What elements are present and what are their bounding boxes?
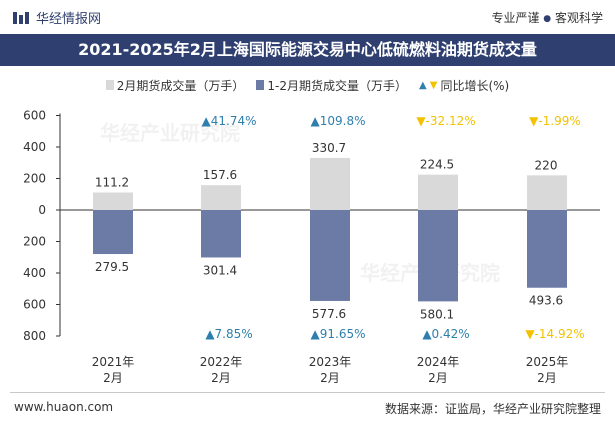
yoy-label-bottom: ▲7.85% (205, 327, 252, 341)
data-label-cumulative: 493.6 (529, 294, 563, 308)
footer-website[interactable]: www.huaon.com (14, 400, 114, 414)
y-tick-label: 800 (23, 329, 46, 343)
bar-monthly (418, 174, 458, 210)
legend-label-yoy: 同比增长(%) (440, 78, 510, 93)
footer-divider (10, 392, 605, 393)
chart-plot: 华经产业研究院华经产业研究院6004002000200400600800111.… (23, 109, 600, 385)
chart-legend: 2月期货成交量（万手） 1-2月期货成交量（万手） ▲ ▼ 同比增长(%) (0, 74, 615, 96)
bar-cumulative (201, 210, 241, 258)
x-tick-label-year: 2025年 (526, 355, 569, 369)
brand[interactable]: 华经情报网 (12, 8, 101, 27)
x-tick-label-month: 2月 (103, 371, 123, 385)
triangle-down-icon: ▼ (429, 79, 438, 91)
yoy-label-top: ▼-1.99% (529, 114, 581, 128)
slogan-part2: 客观科学 (554, 11, 603, 25)
bar-cumulative (310, 210, 350, 301)
yoy-label-top: ▲41.74% (202, 114, 257, 128)
footer-source: 数据来源：证监局，华经产业研究院整理 (384, 402, 601, 416)
bar-monthly (201, 185, 241, 210)
bar-monthly (527, 175, 567, 210)
slogan-part1: 专业严谨 (491, 11, 540, 25)
data-label-monthly: 220 (535, 158, 558, 172)
triangle-up-icon: ▲ (419, 79, 427, 91)
watermark-text: 华经产业研究院 (100, 121, 240, 145)
data-label-monthly: 157.6 (203, 168, 237, 182)
y-tick-label: 600 (23, 109, 46, 123)
brand-logo-icon (13, 11, 29, 24)
top-bar: 华经情报网 专业严谨 ● 客观科学 (0, 0, 615, 34)
legend-item-monthly[interactable]: 2月期货成交量（万手） (105, 77, 245, 94)
y-tick-label: 400 (23, 140, 46, 154)
legend-item-yoy[interactable]: ▲ ▼ 同比增长(%) (419, 77, 509, 94)
yoy-label-top: ▼-32.12% (416, 114, 475, 128)
y-tick-label: 0 (38, 203, 46, 217)
bullet-dot-icon: ● (543, 14, 552, 24)
y-tick-label: 400 (23, 266, 46, 280)
data-label-cumulative: 577.6 (312, 307, 346, 321)
y-tick-label: 200 (23, 172, 46, 186)
x-tick-label-year: 2022年 (200, 355, 243, 369)
y-tick-label: 200 (23, 235, 46, 249)
x-tick-label-year: 2024年 (417, 355, 460, 369)
data-label-monthly: 111.2 (95, 175, 129, 189)
x-tick-label-month: 2月 (428, 371, 448, 385)
data-label-cumulative: 580.1 (420, 307, 454, 321)
x-tick-label-month: 2月 (211, 371, 231, 385)
x-tick-label-month: 2月 (537, 371, 557, 385)
legend-label-cumulative: 1-2月期货成交量（万手） (267, 78, 408, 93)
legend-swatch-cumulative (256, 80, 265, 90)
data-label-cumulative: 301.4 (203, 263, 237, 277)
yoy-label-bottom: ▼-14.92% (525, 327, 584, 341)
bar-monthly (93, 192, 133, 210)
x-tick-label-year: 2021年 (92, 355, 135, 369)
bar-cumulative (527, 210, 567, 288)
yoy-label-top: ▲109.8% (311, 114, 366, 128)
data-label-cumulative: 279.5 (95, 260, 129, 274)
legend-label-monthly: 2月期货成交量（万手） (116, 78, 245, 93)
x-tick-label-month: 2月 (320, 371, 340, 385)
bar-cumulative (418, 210, 458, 302)
data-label-monthly: 224.5 (420, 158, 454, 172)
x-tick-label-year: 2023年 (309, 355, 352, 369)
yoy-label-bottom: ▲91.65% (311, 327, 366, 341)
chart-title: 2021-2025年2月上海国际能源交易中心低硫燃料油期货成交量 (0, 34, 615, 66)
legend-swatch-monthly (105, 80, 114, 90)
brand-name: 华经情报网 (36, 12, 102, 27)
legend-item-cumulative[interactable]: 1-2月期货成交量（万手） (256, 77, 407, 94)
bar-cumulative (93, 210, 133, 255)
slogan: 专业严谨 ● 客观科学 (491, 9, 603, 26)
bar-monthly (310, 157, 350, 210)
data-label-monthly: 330.7 (312, 141, 346, 155)
yoy-label-bottom: ▲0.42% (422, 327, 469, 341)
y-tick-label: 600 (23, 298, 46, 312)
